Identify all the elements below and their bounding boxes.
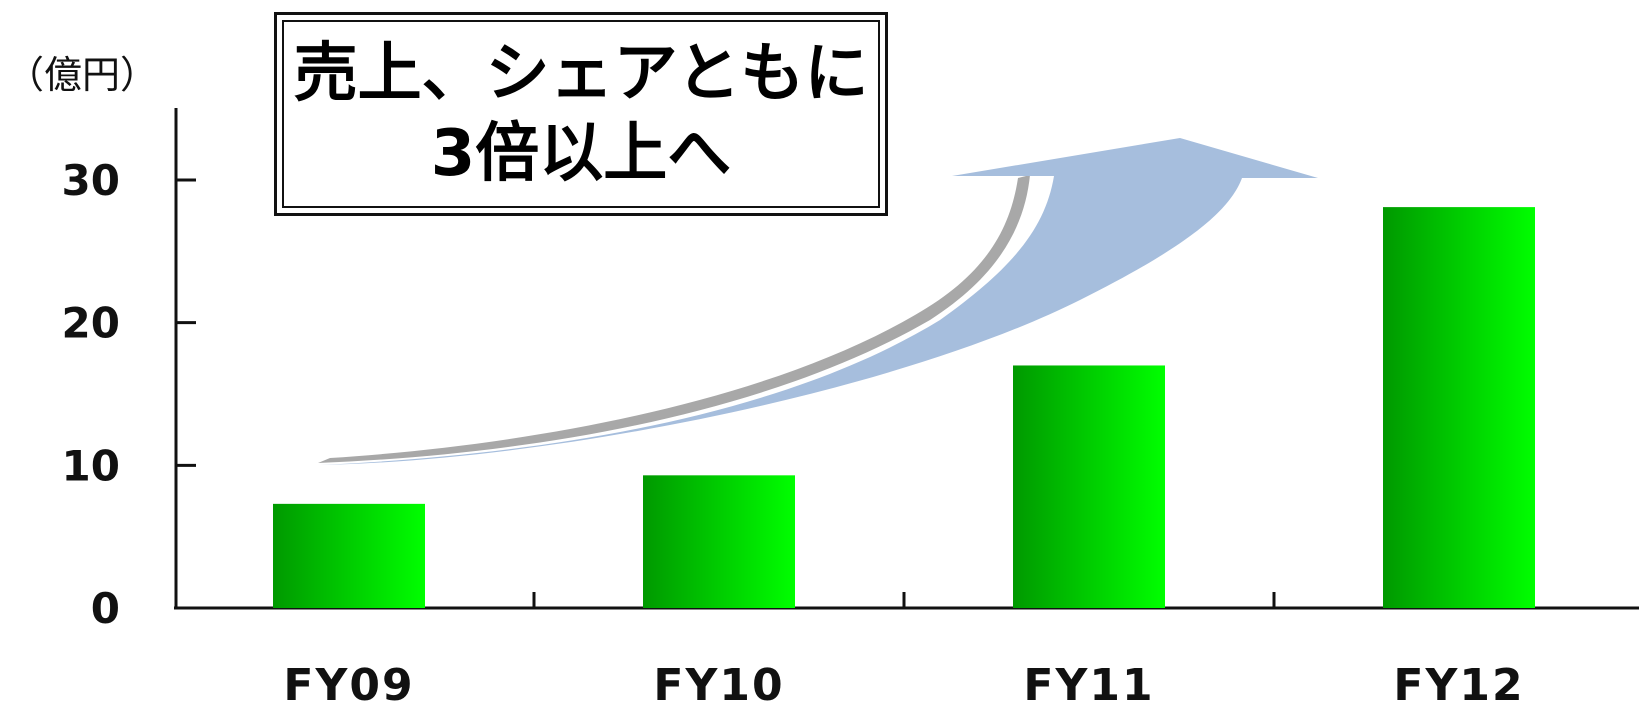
- x-category-label: FY12: [1393, 660, 1524, 704]
- growth-arrow: [318, 138, 1318, 465]
- bar-fy09: [273, 503, 425, 608]
- x-axis-ticks: [532, 592, 1276, 608]
- category-labels: FY09 FY10 FY11 FY12: [283, 660, 1524, 704]
- headline-callout-inner: 売上、シェアともに 3倍以上へ: [282, 20, 880, 208]
- bar-fy11: [1013, 365, 1165, 608]
- x-category-label: FY11: [1023, 660, 1154, 704]
- headline-callout: 売上、シェアともに 3倍以上へ: [274, 12, 888, 216]
- y-tick-label: 0: [91, 584, 120, 633]
- y-tick-label: 10: [62, 441, 120, 490]
- headline-line-2: 3倍以上へ: [430, 117, 732, 191]
- growth-arrow-shadow: [318, 175, 1030, 463]
- growth-arrow-body: [320, 138, 1318, 465]
- y-unit-label: （億円）: [6, 53, 158, 97]
- y-tick-label: 30: [62, 156, 120, 205]
- x-category-label: FY10: [653, 660, 784, 704]
- bar-fy12: [1383, 207, 1535, 608]
- bar-fy10: [643, 475, 795, 608]
- y-axis-ticks: 0 10 20 30: [62, 156, 196, 633]
- y-tick-label: 20: [62, 299, 120, 348]
- x-category-label: FY09: [283, 660, 414, 704]
- headline-line-1: 売上、シェアともに: [293, 37, 869, 111]
- bars: [273, 207, 1535, 608]
